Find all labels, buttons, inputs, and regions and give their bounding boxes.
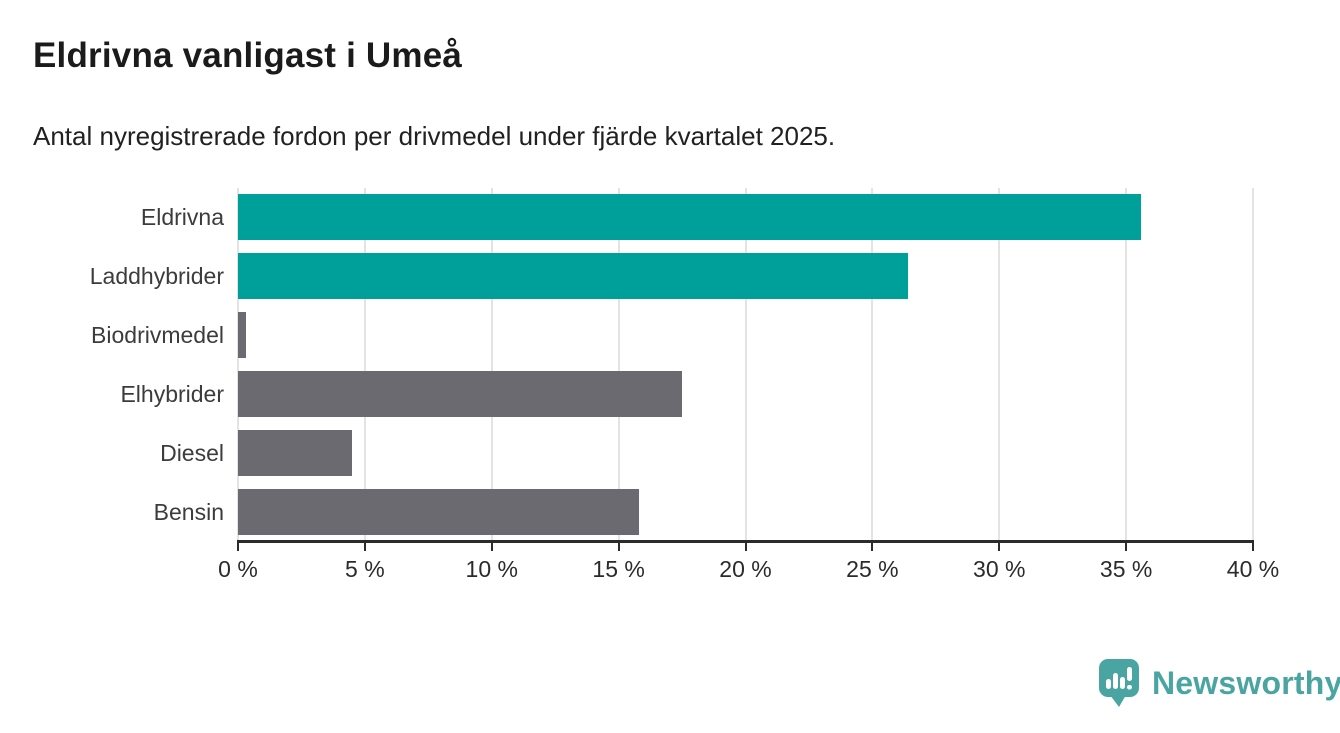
chart-subtitle: Antal nyregistrerade fordon per drivmede… <box>33 121 836 151</box>
category-label: Biodrivmedel <box>91 322 224 349</box>
bar <box>238 488 639 535</box>
category-label: Elhybrider <box>120 380 224 407</box>
gridline <box>998 188 1001 541</box>
bar <box>238 194 1142 241</box>
x-tick-label: 35 % <box>1099 556 1153 582</box>
gridline <box>490 188 493 541</box>
x-tick-label: 5 % <box>345 556 385 582</box>
x-tick-mark <box>744 541 747 551</box>
bar <box>238 312 246 359</box>
gridline <box>1125 188 1128 541</box>
x-tick-mark <box>1252 541 1254 551</box>
category-label: Laddhybrider <box>89 263 224 290</box>
x-tick-mark <box>871 541 874 551</box>
gridline <box>744 188 747 541</box>
gridline <box>237 188 239 541</box>
x-tick-label: 10 % <box>465 556 518 582</box>
newsworthy-logo-text: Newsworthy <box>1152 664 1340 701</box>
x-tick-label: 20 % <box>719 556 772 582</box>
x-tick-mark <box>1125 541 1128 551</box>
category-label: Diesel <box>160 439 224 466</box>
x-tick-mark <box>363 541 366 551</box>
newsworthy-logo-icon <box>1099 659 1139 707</box>
x-tick-label: 25 % <box>846 556 899 582</box>
x-tick-mark <box>490 541 493 551</box>
x-tick-label: 40 % <box>1226 556 1280 582</box>
bar <box>238 253 908 300</box>
newsworthy-logo: Newsworthy <box>1098 658 1340 708</box>
x-tick-mark <box>998 541 1001 551</box>
category-label: Bensin <box>153 498 224 525</box>
bar <box>238 429 353 476</box>
category-label: Eldrivna <box>140 204 224 231</box>
x-tick-label: 15 % <box>592 556 645 582</box>
x-tick-mark <box>617 541 620 551</box>
bar <box>238 370 683 417</box>
gridline <box>871 188 874 541</box>
chart-title: Eldrivna vanligast i Umeå <box>33 36 463 75</box>
gridline <box>617 188 620 541</box>
x-tick-mark <box>237 541 239 551</box>
x-tick-label: 30 % <box>973 556 1026 582</box>
gridline <box>1252 188 1254 541</box>
x-tick-label: 0 % <box>218 556 258 582</box>
gridline <box>363 188 366 541</box>
